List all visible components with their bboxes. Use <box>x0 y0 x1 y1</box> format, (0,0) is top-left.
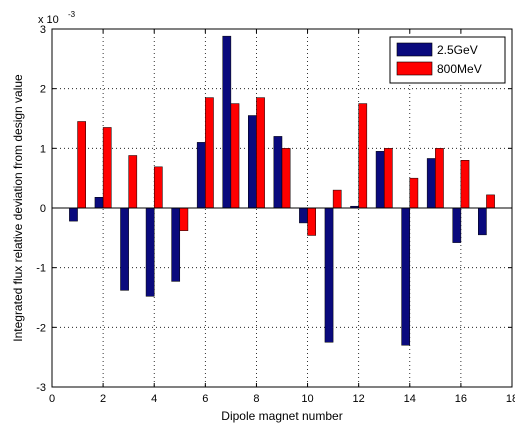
x-tick-label: 4 <box>151 393 157 405</box>
y-scale-exponent: -3 <box>68 10 76 19</box>
y-tick-label: 1 <box>40 143 46 155</box>
bar-800mev-2 <box>102 127 112 209</box>
bar-800mev-9 <box>281 148 291 209</box>
bar-layer <box>69 35 495 346</box>
x-tick-label: 18 <box>506 393 515 405</box>
bar-800mev-10 <box>307 207 316 236</box>
bar-2-5gev-14 <box>401 207 411 346</box>
bar-800mev-7 <box>230 103 240 209</box>
y-tick-label: 0 <box>40 203 46 215</box>
bar-800mev-17 <box>486 194 495 209</box>
bar-800mev-15 <box>435 148 444 209</box>
bar-800mev-3 <box>128 155 138 209</box>
x-tick-label: 0 <box>49 393 55 405</box>
legend-swatch-2-5gev <box>396 42 433 57</box>
bar-800mev-14 <box>409 177 419 209</box>
bar-2-5gev-13 <box>375 151 385 209</box>
x-tick-label: 8 <box>253 393 259 405</box>
bar-800mev-13 <box>383 148 393 209</box>
bar-2-5gev-3 <box>120 207 129 291</box>
y-axis-label: Integrated flux relative deviation from … <box>11 74 25 342</box>
y-scale-multiplier: x 10 <box>38 14 59 26</box>
bar-2-5gev-2 <box>94 197 104 209</box>
bar-2-5gev-16 <box>452 207 462 243</box>
bar-800mev-8 <box>256 97 265 209</box>
bar-2-5gev-8 <box>248 115 257 209</box>
bar-2-5gev-11 <box>324 207 334 343</box>
bar-2-5gev-5 <box>171 207 181 282</box>
x-tick-label: 14 <box>404 393 416 405</box>
y-tick-label: 2 <box>40 84 46 96</box>
x-tick-label: 6 <box>202 393 208 405</box>
bar-800mev-4 <box>153 166 163 209</box>
x-tick-label: 12 <box>353 393 365 405</box>
bar-2-5gev-17 <box>478 207 487 236</box>
bar-800mev-1 <box>77 121 86 209</box>
bar-2-5gev-7 <box>222 35 232 209</box>
x-tick-label: 2 <box>100 393 106 405</box>
bar-2-5gev-4 <box>145 207 155 297</box>
bar-2-5gev-6 <box>196 142 206 209</box>
y-tick-label: -1 <box>36 263 46 275</box>
y-tick-label: -2 <box>36 322 46 334</box>
bar-800mev-16 <box>460 160 470 209</box>
bar-800mev-12 <box>358 103 368 209</box>
legend-label-800mev: 800MeV <box>437 62 482 76</box>
bar-800mev-5 <box>179 207 189 231</box>
bar-2-5gev-15 <box>426 158 436 209</box>
x-axis-label: Dipole magnet number <box>221 409 342 423</box>
bar-800mev-11 <box>332 189 342 209</box>
x-tick-label: 10 <box>301 393 313 405</box>
legend-swatch-800mev <box>396 61 433 76</box>
bar-2-5gev-10 <box>299 207 308 224</box>
y-tick-label: -3 <box>36 382 46 394</box>
x-tick-label: 16 <box>455 393 467 405</box>
legend: 2.5GeV 800MeV <box>389 36 506 84</box>
y-tick-label: 3 <box>40 24 46 36</box>
bar-2-5gev-1 <box>69 207 78 222</box>
bar-2-5gev-9 <box>273 136 283 209</box>
legend-label-2-5gev: 2.5GeV <box>437 43 478 57</box>
bar-800mev-6 <box>205 97 214 209</box>
